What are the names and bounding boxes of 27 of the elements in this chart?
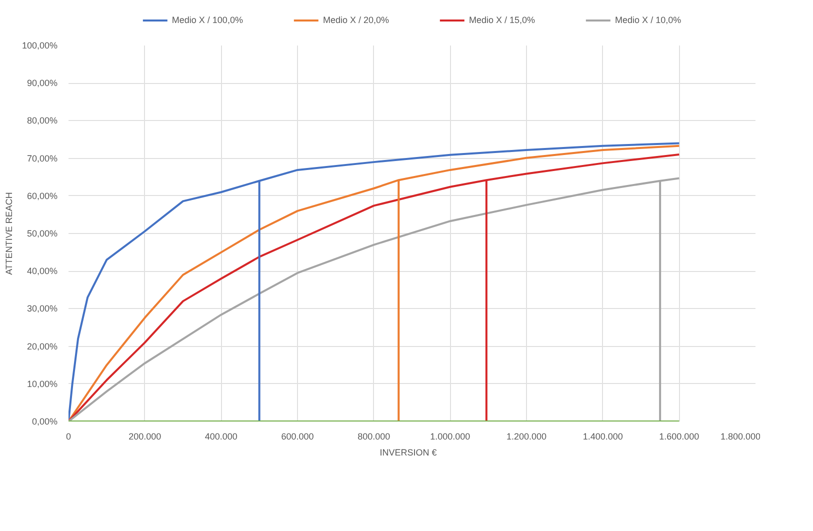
- legend-label: Medio X / 100,0%: [172, 15, 243, 25]
- y-tick-label: 10,00%: [26, 378, 58, 389]
- y-tick-label: 60,00%: [26, 190, 58, 201]
- x-tick-label: 800.000: [358, 432, 390, 442]
- y-tick-label: 100,00%: [22, 40, 58, 50]
- y-tick-label: 70,00%: [26, 153, 58, 164]
- legend-label: Medio X / 15,0%: [469, 15, 536, 25]
- y-tick-label: 40,00%: [26, 266, 58, 276]
- x-tick-label: 1.000.000: [430, 432, 470, 442]
- x-tick-label: 1.600.000: [659, 432, 700, 442]
- y-tick-label: 90,00%: [26, 78, 58, 88]
- x-tick-label: 1.200.000: [506, 432, 547, 442]
- y-tick-label: 50,00%: [26, 228, 58, 238]
- legend-label: Medio X / 10,0%: [615, 15, 682, 25]
- y-tick-label: 30,00%: [26, 304, 58, 314]
- y-axis-title: ATTENTIVE REACH: [4, 192, 14, 275]
- y-tick-label: 80,00%: [26, 116, 58, 126]
- legend-label: Medio X / 20,0%: [322, 15, 389, 25]
- x-tick-label: 1.800.000: [720, 432, 761, 442]
- x-tick-label: 0: [66, 432, 72, 442]
- x-axis-title: INVERSION €: [380, 448, 437, 458]
- y-tick-label: 20,00%: [26, 341, 58, 352]
- y-tick-label: 0,00%: [32, 416, 58, 426]
- x-tick-label: 200.000: [128, 432, 162, 442]
- x-tick-label: 400.000: [204, 432, 238, 442]
- x-tick-label: 600.000: [281, 432, 314, 442]
- x-tick-label: 1.400.000: [582, 432, 623, 442]
